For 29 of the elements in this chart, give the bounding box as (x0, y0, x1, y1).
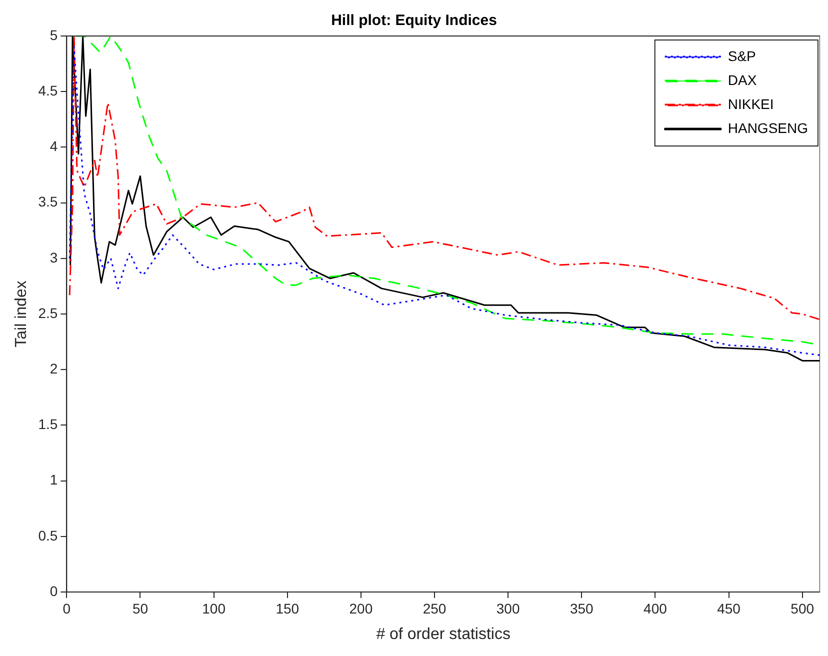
x-tick-label: 100 (202, 600, 226, 616)
y-tick-label: 2.5 (38, 304, 58, 321)
x-tick-label: 350 (570, 600, 594, 616)
x-tick-label: 50 (132, 600, 148, 616)
x-tick-label: 450 (717, 600, 741, 616)
x-tick-label: 0 (62, 600, 71, 616)
x-tick-label: 150 (276, 600, 300, 616)
x-axis-title: # of order statistics (376, 626, 510, 643)
legend-label: HANGSENG (728, 120, 808, 136)
y-tick-label: 1.5 (38, 416, 58, 432)
legend-label: DAX (728, 72, 758, 88)
y-tick-label: 4.5 (38, 82, 58, 98)
chart-title: Hill plot: Equity Indices (331, 12, 497, 30)
y-tick-label: 3 (50, 249, 58, 266)
legend-label: NIKKEI (728, 96, 774, 112)
y-tick-label: 1 (50, 472, 58, 488)
y-tick-label: 0 (50, 582, 58, 599)
x-tick-label: 400 (644, 600, 668, 616)
y-tick-label: 5 (50, 26, 58, 43)
y-tick-label: 0.5 (38, 527, 58, 544)
x-tick-label: 250 (422, 600, 446, 616)
legend-label: S&P (728, 48, 756, 64)
y-tick-label: 3.5 (38, 194, 58, 210)
y-axis-title: Tail index (13, 280, 30, 348)
x-tick-label: 500 (790, 600, 814, 616)
x-tick-label: 300 (496, 600, 520, 616)
y-tick-label: 4 (50, 138, 58, 154)
x-tick-label: 200 (349, 600, 373, 616)
y-tick-label: 2 (50, 360, 58, 376)
